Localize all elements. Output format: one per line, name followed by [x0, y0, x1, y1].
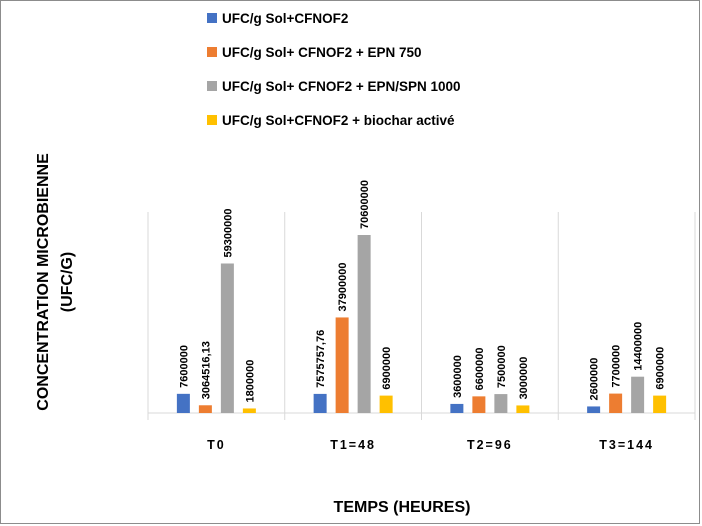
bar-3-2 — [357, 235, 371, 413]
bars — [176, 235, 667, 413]
data-label-1-2: 7575757,76 — [315, 330, 327, 388]
legend-label-2: UFC/g Sol+ CFNOF2 + EPN 750 — [222, 45, 422, 60]
data-label-2-1: 3064516,13 — [200, 341, 212, 399]
legend-label-3: UFC/g Sol+ CFNOF2 + EPN/SPN 1000 — [222, 79, 461, 94]
category-label-1: T0 — [207, 438, 226, 452]
data-label-2-3: 6600000 — [474, 348, 486, 391]
bar-2-3 — [472, 396, 486, 413]
data-labels: 7600000 3064516,13 59300000 1800000 7575757,… — [178, 180, 666, 402]
category-label-4: T3=144 — [599, 438, 654, 452]
bar-4-1 — [242, 408, 256, 413]
bar-1-4 — [587, 406, 601, 413]
legend-swatch-1 — [207, 13, 217, 23]
category-separators — [147, 212, 696, 420]
bar-2-4 — [609, 393, 623, 413]
x-axis-title: TEMPS (HEURES) — [334, 499, 471, 516]
data-label-3-4: 14400000 — [633, 322, 645, 371]
bar-1-3 — [450, 403, 464, 413]
legend-swatch-3 — [207, 81, 217, 91]
data-label-3-1: 59300000 — [222, 209, 234, 258]
bar-3-1 — [220, 263, 234, 413]
bar-3-3 — [494, 394, 508, 413]
bar-1-1 — [176, 393, 190, 413]
y-axis-title-unit: (UFC/G) — [59, 252, 76, 312]
bar-4-2 — [379, 395, 393, 413]
category-label-2: T1=48 — [330, 438, 376, 452]
y-axis-title: CONCENTRATION MICROBIENNE — [35, 153, 52, 411]
data-label-3-3: 7500000 — [496, 345, 508, 388]
data-label-4-1: 1800000 — [244, 360, 256, 403]
bar-4-4 — [653, 395, 667, 413]
bar-1-2 — [313, 393, 327, 413]
bar-2-1 — [198, 405, 212, 413]
bar-4-3 — [516, 405, 530, 413]
bar-2-2 — [335, 317, 349, 413]
legend-swatch-4 — [207, 115, 217, 125]
data-label-4-4: 6900000 — [655, 347, 667, 390]
data-label-1-4: 2600000 — [589, 358, 601, 401]
bar-3-4 — [631, 376, 645, 413]
data-label-4-2: 6900000 — [381, 347, 393, 390]
legend: UFC/g Sol+CFNOF2 UFC/g Sol+ CFNOF2 + EPN … — [207, 11, 461, 128]
category-labels: T0 T1=48 T2=96 T3=144 — [207, 438, 654, 452]
category-label-3: T2=96 — [467, 438, 513, 452]
legend-swatch-2 — [207, 47, 217, 57]
legend-label-4: UFC/g Sol+CFNOF2 + biochar activé — [222, 113, 455, 128]
data-label-1-1: 7600000 — [178, 345, 190, 388]
data-label-3-2: 70600000 — [359, 180, 371, 229]
data-label-1-3: 3600000 — [452, 355, 464, 398]
legend-label-1: UFC/g Sol+CFNOF2 — [222, 11, 348, 26]
data-label-4-3: 3000000 — [518, 357, 530, 400]
data-label-2-2: 37900000 — [337, 262, 349, 311]
data-label-2-4: 7700000 — [611, 345, 623, 388]
